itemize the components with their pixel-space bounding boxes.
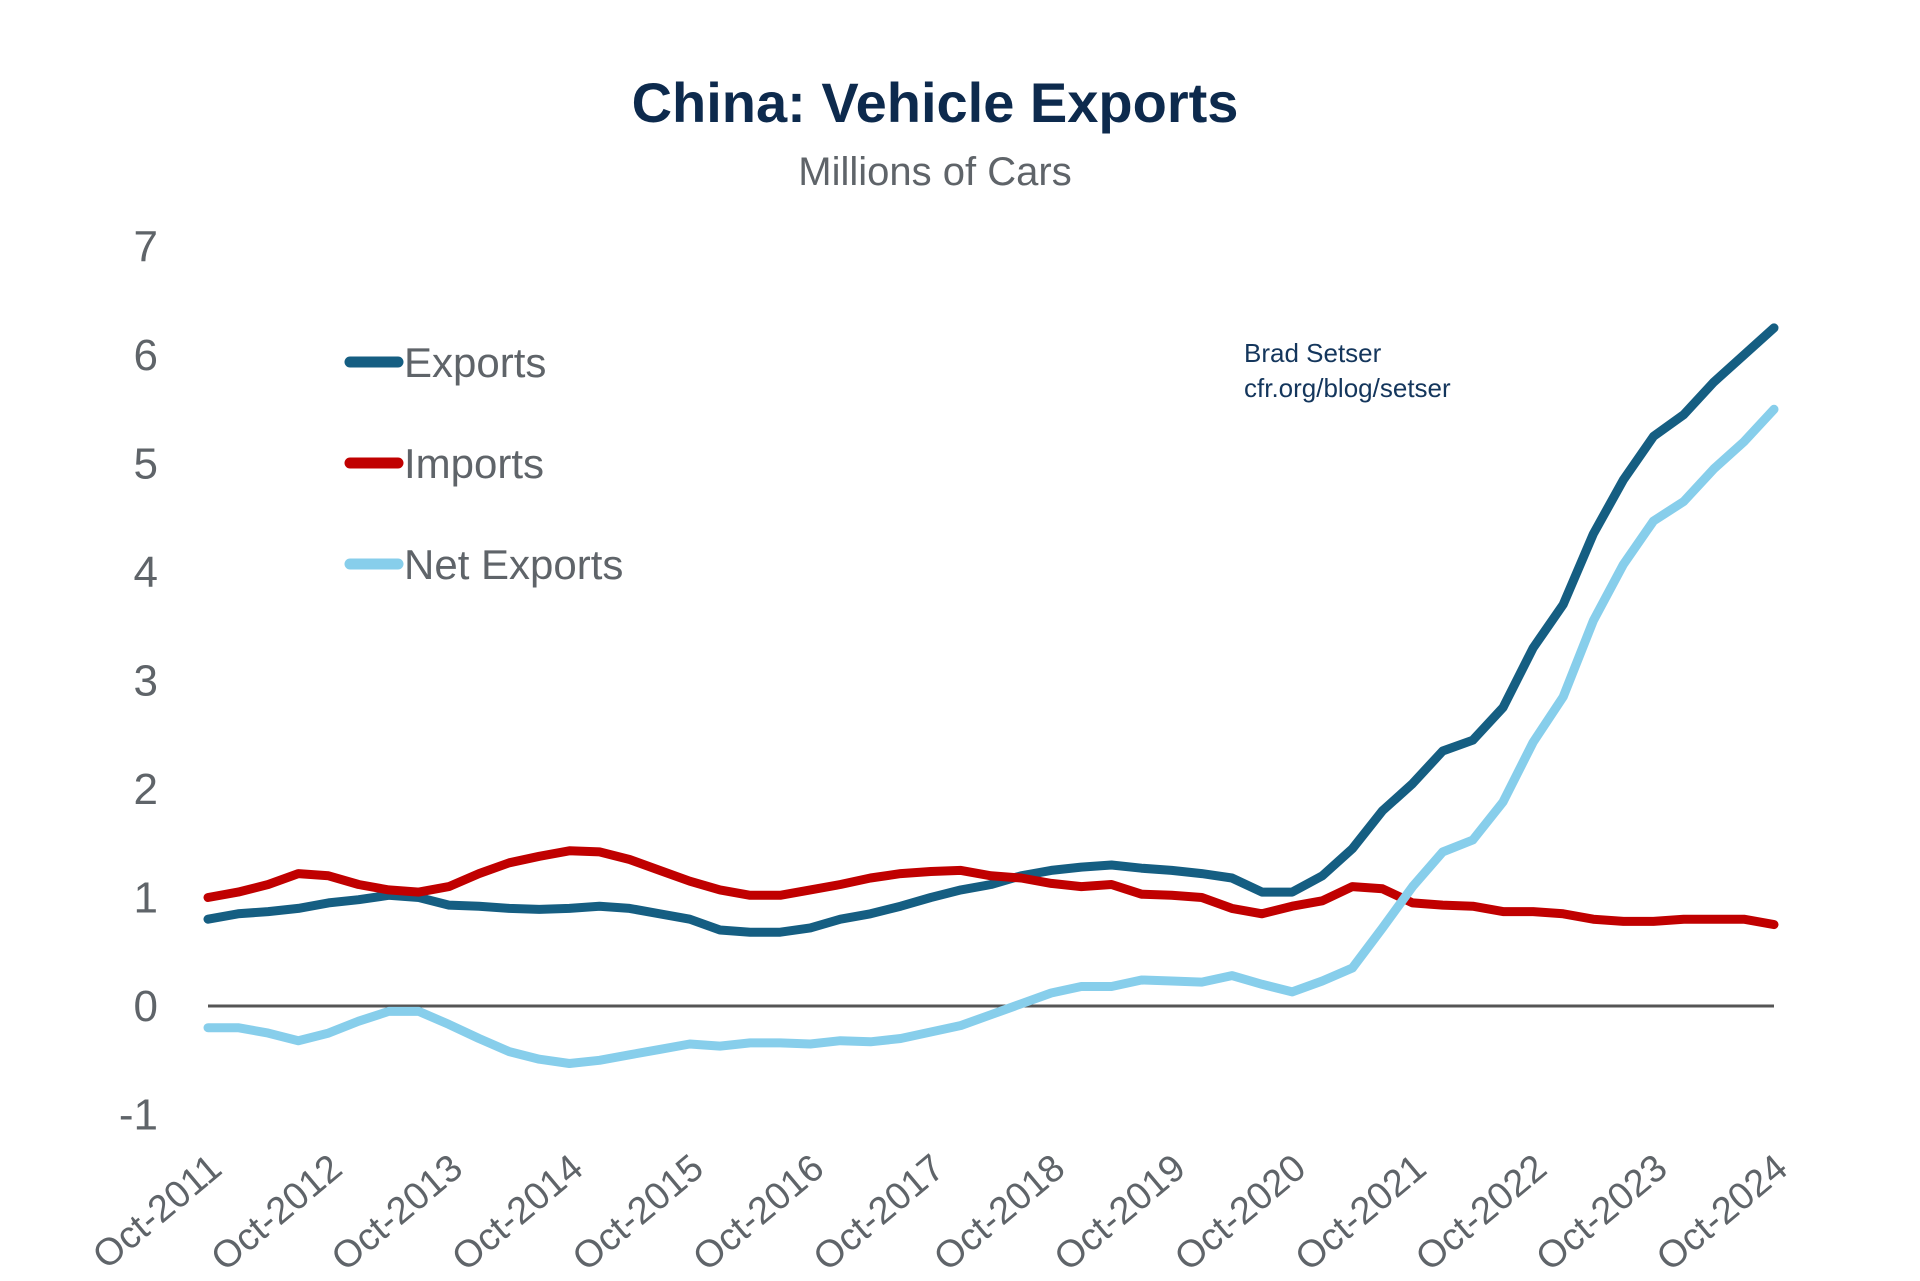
series-line-exports	[203, 323, 1779, 937]
y-tick-label: 7	[134, 223, 158, 272]
x-tick-label: Oct-2012	[204, 1147, 351, 1280]
series-line-imports	[203, 846, 1779, 930]
legend-label: Net Exports	[404, 541, 623, 588]
y-tick-label: 6	[134, 331, 158, 380]
y-tick-label: 2	[134, 765, 158, 814]
legend-item: Imports	[344, 440, 544, 487]
y-tick-label: 5	[134, 440, 158, 489]
y-tick-label: 4	[134, 548, 158, 597]
chart-title: China: Vehicle Exports	[632, 71, 1239, 134]
x-tick-label: Oct-2011	[85, 1147, 230, 1278]
x-tick-label: Oct-2024	[1649, 1147, 1796, 1280]
x-tick-label: Oct-2013	[324, 1147, 471, 1280]
annotation-author: Brad Setser	[1244, 338, 1382, 368]
x-tick-label: Oct-2023	[1529, 1147, 1676, 1280]
x-tick-label: Oct-2021	[1288, 1147, 1435, 1280]
x-tick-label: Oct-2016	[685, 1147, 832, 1280]
y-tick-label: -1	[119, 1091, 158, 1140]
x-tick-label: Oct-2019	[1047, 1147, 1194, 1280]
annotation-url: cfr.org/blog/setser	[1244, 373, 1451, 403]
legend-label: Exports	[404, 339, 546, 386]
y-tick-label: 0	[134, 982, 158, 1031]
x-tick-label: Oct-2017	[806, 1147, 953, 1280]
x-tick-label: Oct-2014	[444, 1147, 591, 1280]
x-tick-label: Oct-2020	[1167, 1147, 1314, 1280]
x-tick-label: Oct-2018	[926, 1147, 1073, 1280]
y-tick-label: 1	[134, 874, 158, 923]
series-line-net-exports	[203, 404, 1779, 1068]
chart-subtitle: Millions of Cars	[798, 150, 1071, 194]
y-tick-label: 3	[134, 657, 158, 706]
x-tick-label: Oct-2022	[1408, 1147, 1555, 1280]
legend-item: Exports	[344, 339, 546, 386]
legend-label: Imports	[404, 440, 544, 487]
x-tick-label: Oct-2015	[565, 1147, 712, 1280]
legend-item: Net Exports	[344, 541, 623, 588]
